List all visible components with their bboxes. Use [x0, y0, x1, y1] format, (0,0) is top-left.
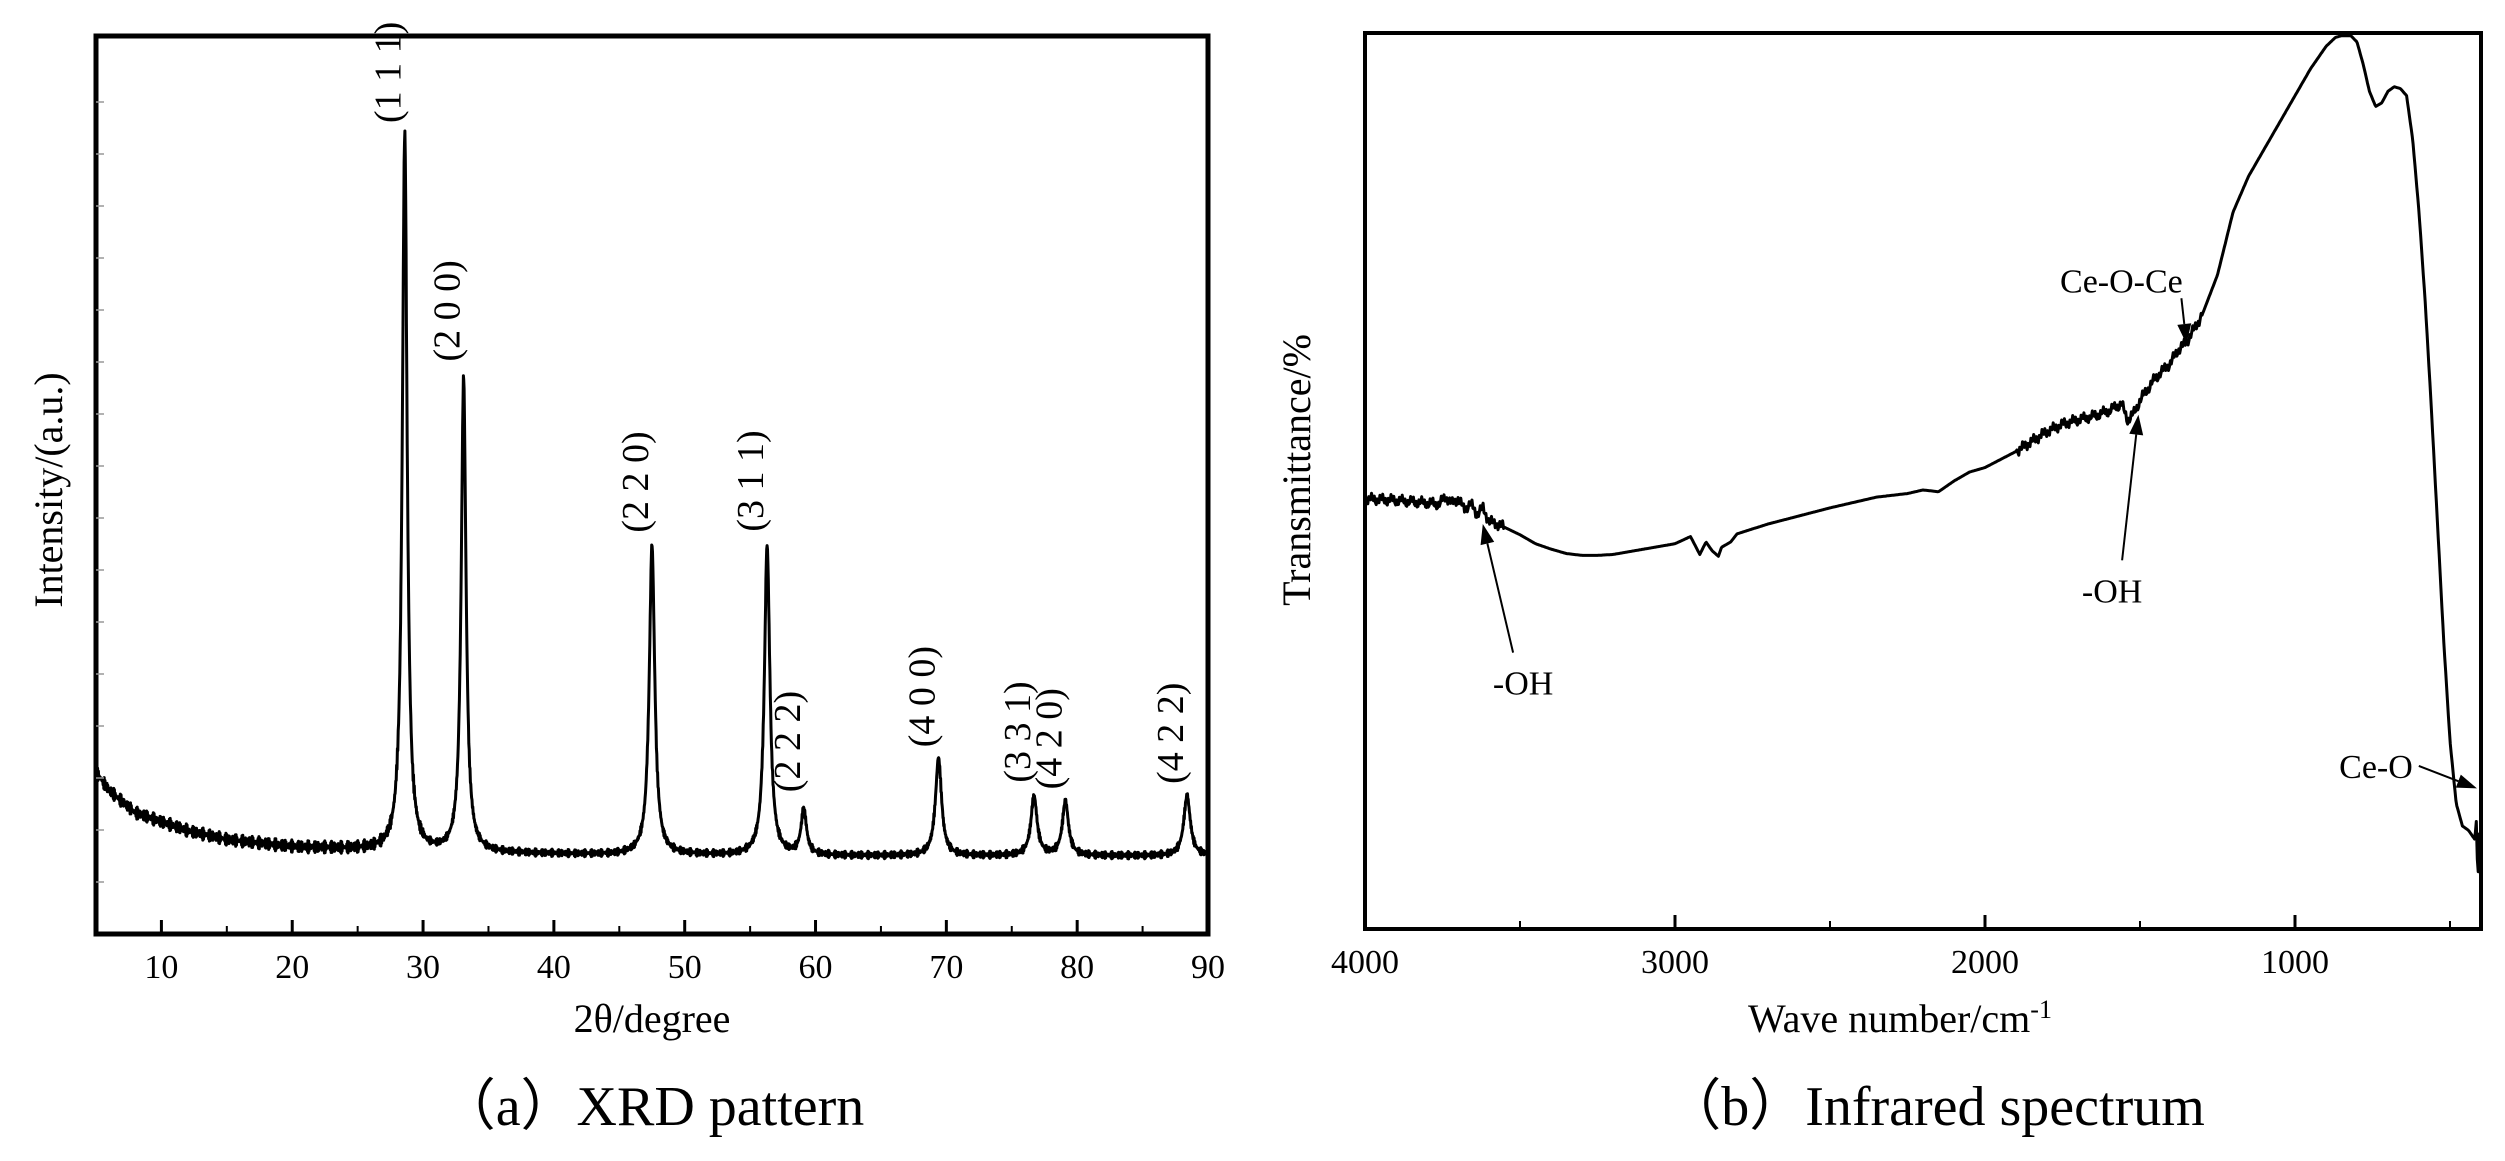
xrd-panel: 10 20 30 40 50 60 70 80 90 (1 1 1) (2 0 0) (2 2 0)… [26, 22, 1225, 1138]
xrd-peak-label: (4 2 2) [1150, 683, 1192, 784]
ir-x-axis-title: Wave number/cm-1 [1748, 995, 2052, 1041]
ir-annotations: -OH Ce-O-Ce -OH Ce-O [1480, 263, 2477, 789]
ir-x-axis-ticks: 4000 3000 2000 1000 [1331, 915, 2451, 981]
ir-x-tick-label: 2000 [1951, 944, 2019, 981]
ir-curve [1363, 34, 2483, 903]
xrd-peak-label: (4 2 0) [1028, 688, 1070, 789]
ir-annotation-arrowhead [2177, 323, 2192, 344]
xrd-x-tick-label: 70 [929, 949, 963, 986]
xrd-x-tick-label: 50 [668, 949, 702, 986]
xrd-x-tick-label: 90 [1191, 949, 1225, 986]
xrd-y-axis-minor-ticks [96, 101, 104, 883]
ir-annotation-arrow [2418, 764, 2459, 783]
xrd-peak-labels: (1 1 1) (2 0 0) (2 2 0) (3 1 1) (2 2 2) (4 0 … [368, 22, 1192, 793]
xrd-peak-label: (3 1 1) [730, 430, 772, 531]
xrd-peak-label: (2 0 0) [427, 260, 469, 361]
ir-annotation-label: Ce-O-Ce [2060, 263, 2183, 300]
ir-x-tick-label: 4000 [1331, 944, 1399, 981]
ir-panel: 4000 3000 2000 1000 -OH Ce-O-Ce -OH Ce-O Wave … [1274, 31, 2483, 1138]
xrd-x-tick-label: 80 [1060, 949, 1094, 986]
xrd-x-tick-label: 20 [275, 949, 309, 986]
ir-annotation-arrowhead [1480, 524, 1495, 546]
xrd-x-axis-ticks: 10 20 30 40 50 60 70 80 90 [95, 920, 1225, 986]
xrd-x-axis-title: 2θ/degree [574, 996, 731, 1041]
xrd-x-tick-label: 40 [537, 949, 571, 986]
xrd-curve [94, 129, 1210, 861]
ir-annotation-arrowhead [2455, 774, 2477, 789]
xrd-y-axis-title: Intensity/(a.u.) [26, 372, 71, 608]
xrd-peak-label: (2 2 2) [767, 691, 809, 792]
ir-annotation-arrow [1486, 543, 1515, 653]
xrd-peak-label: (4 0 0) [902, 646, 944, 747]
xrd-peak-label: (3 3 1) [997, 681, 1039, 782]
ir-plot-frame [1363, 31, 2483, 931]
ir-annotation-arrow [2121, 434, 2138, 561]
ir-y-axis-title: Transmittance/% [1274, 334, 1319, 606]
ir-x-tick-label: 3000 [1641, 944, 1709, 981]
xrd-plot-frame [93, 33, 1211, 937]
ir-annotation-arrow [2180, 298, 2186, 325]
xrd-peak-label: (1 1 1) [368, 22, 410, 123]
ir-x-tick-label: 1000 [2261, 944, 2329, 981]
ir-caption: （b）Infrared spectrum [1665, 1076, 2205, 1138]
ir-annotation-label: Ce-O [2339, 749, 2413, 786]
ir-annotation-label: -OH [1493, 666, 1553, 703]
xrd-caption: （a）XRD pattern [440, 1076, 865, 1138]
ir-annotation-label: -OH [2082, 573, 2142, 610]
xrd-x-tick-label: 30 [406, 949, 440, 986]
ir-annotation-arrowhead [2129, 414, 2144, 436]
xrd-x-tick-label: 60 [799, 949, 833, 986]
xrd-peak-label: (2 2 0) [615, 431, 657, 532]
xrd-x-tick-label: 10 [144, 949, 178, 986]
